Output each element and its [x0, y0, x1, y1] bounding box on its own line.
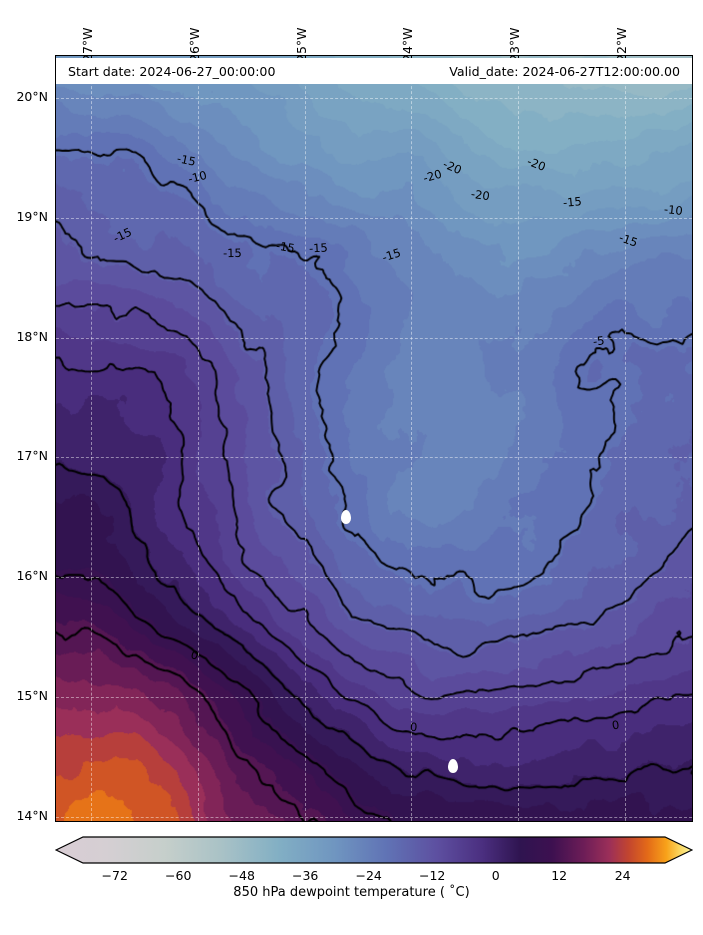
y-tick-label: 15°N: [16, 688, 48, 704]
colorbar-label: 850 hPa dewpoint temperature ( ˚C): [233, 885, 470, 900]
x-tick-label: 24°W: [400, 27, 416, 62]
contour-label: -15: [222, 245, 242, 261]
map-axes[interactable]: -15 -15 -15 -10 -20 -15 -15 -20 -20 -20 -15 -15 -15-…: [55, 55, 693, 822]
colorbar-tick-label: −12: [418, 868, 446, 883]
x-tick-label: 25°W: [293, 27, 309, 62]
contour-label: -20: [470, 186, 491, 204]
valid-date-title: Valid_date: 2024-06-27T12:00:00.00: [449, 63, 680, 79]
dewpoint-field-raster: [56, 56, 692, 821]
colorbar-tick-label: −60: [165, 868, 192, 883]
title-bar: Start date: 2024-06-27_00:00:00 Valid_da…: [56, 58, 692, 84]
start-date-title: Start date: 2024-06-27_00:00:00: [68, 63, 276, 79]
x-tick-label: 23°W: [506, 27, 522, 62]
contour-label: -15: [308, 240, 329, 256]
y-tick-label: 16°N: [16, 568, 48, 584]
storm-center-marker: [448, 759, 458, 773]
y-tick-label: 18°N: [16, 328, 48, 344]
contour-label: -5: [592, 333, 606, 349]
contour-label: 0: [409, 719, 418, 735]
contour-label: -10: [663, 202, 684, 218]
colorbar-gradient: [55, 836, 693, 864]
colorbar-tick-label: −48: [228, 868, 255, 883]
storm-center-marker: [341, 510, 351, 524]
colorbar-tick-label: −24: [355, 868, 382, 883]
y-tick-label: 19°N: [16, 208, 48, 224]
y-tick-label: 20°N: [16, 88, 48, 104]
x-tick-label: 27°W: [80, 27, 96, 62]
colorbar-tick-label: 24: [614, 868, 631, 883]
x-tick-label: 26°W: [186, 27, 202, 62]
colorbar-tick-label: −36: [292, 868, 319, 883]
y-tick-label: 17°N: [16, 448, 48, 464]
contour-label: -15: [562, 194, 583, 210]
colorbar-tick-label: 0: [491, 868, 500, 883]
x-tick-label: 22°W: [613, 27, 629, 62]
y-tick-label: 14°N: [16, 808, 48, 823]
colorbar-tick-label: −72: [101, 868, 128, 883]
colorbar-tick-label: 12: [551, 868, 568, 883]
contour-label: -15: [274, 238, 296, 256]
colorbar[interactable]: [55, 836, 693, 864]
